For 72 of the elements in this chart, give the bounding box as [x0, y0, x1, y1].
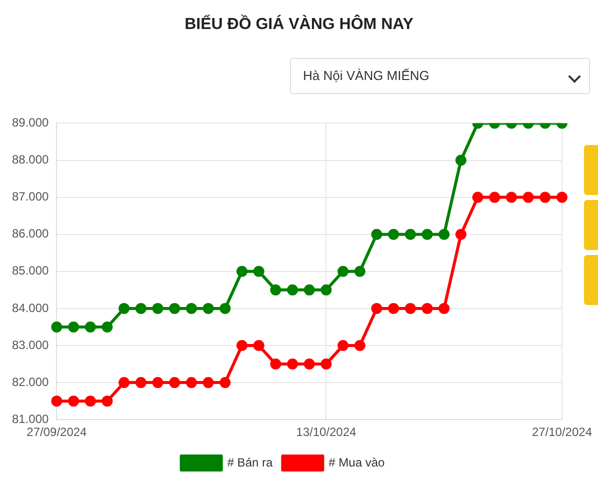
- point: [236, 340, 248, 351]
- point: [438, 302, 450, 314]
- point: [338, 266, 349, 277]
- point: [270, 358, 282, 370]
- y-tick-label: 86.000: [12, 226, 50, 241]
- y-tick-label: 87.000: [12, 190, 50, 204]
- point: [304, 284, 315, 296]
- point: [286, 358, 298, 370]
- point: [253, 266, 264, 277]
- x-tick-label: 27/09/2024: [26, 425, 88, 440]
- point: [540, 192, 551, 203]
- point: [455, 228, 466, 240]
- point: [135, 377, 146, 388]
- point: [354, 340, 366, 351]
- point: [522, 192, 534, 203]
- point: [102, 396, 113, 407]
- point: [506, 192, 517, 203]
- point: [220, 377, 231, 388]
- point: [371, 302, 382, 314]
- chart-title: BIỂU ĐỒ GIÁ VÀNG HÔM NAY: [184, 16, 414, 34]
- point: [51, 321, 62, 332]
- point: [102, 321, 113, 332]
- point: [320, 284, 332, 296]
- legend-label: # Bán ra: [227, 455, 273, 470]
- point: [236, 266, 248, 277]
- point: [152, 302, 164, 314]
- point: [404, 302, 416, 314]
- point: [338, 340, 349, 351]
- y-tick-label: 83.000: [12, 338, 50, 352]
- point: [202, 377, 214, 388]
- point: [286, 284, 298, 296]
- point: [202, 302, 214, 314]
- point: [169, 302, 180, 314]
- y-tick-label: 85.000: [12, 264, 50, 278]
- point: [68, 396, 80, 407]
- dropdown-field: Hà Nội VÀNG MIẾNG: [290, 58, 590, 94]
- point: [84, 321, 96, 332]
- point: [118, 377, 130, 388]
- y-tick-label: 81.000: [12, 412, 50, 426]
- point: [186, 302, 197, 314]
- point: [404, 228, 416, 240]
- point: [422, 302, 433, 314]
- point: [253, 340, 264, 351]
- point: [388, 228, 400, 240]
- point: [169, 377, 180, 388]
- point: [51, 396, 62, 407]
- point: [68, 321, 80, 332]
- point: [270, 284, 282, 296]
- point: [186, 377, 197, 388]
- y-tick-label: 84.000: [12, 300, 50, 315]
- point: [556, 192, 568, 203]
- point: [388, 302, 400, 314]
- point: [152, 377, 164, 388]
- point: [371, 228, 382, 240]
- x-tick-label: 13/10/2024: [296, 425, 357, 440]
- point: [304, 358, 315, 370]
- point: [455, 154, 466, 166]
- y-tick-label: 82.000: [12, 374, 50, 389]
- point: [422, 228, 433, 240]
- legend-label: # Mua vào: [328, 455, 386, 470]
- point: [135, 302, 146, 314]
- point: [84, 396, 96, 407]
- x-tick-label: 27/10/2024: [532, 425, 592, 440]
- point: [118, 302, 130, 314]
- y-tick-label: 88.000: [12, 152, 50, 167]
- point: [472, 192, 484, 203]
- y-tick-label: 89.000: [12, 116, 50, 130]
- point: [489, 192, 500, 203]
- point: [320, 358, 332, 370]
- point: [354, 266, 366, 277]
- point: [220, 302, 231, 314]
- point: [438, 228, 450, 240]
